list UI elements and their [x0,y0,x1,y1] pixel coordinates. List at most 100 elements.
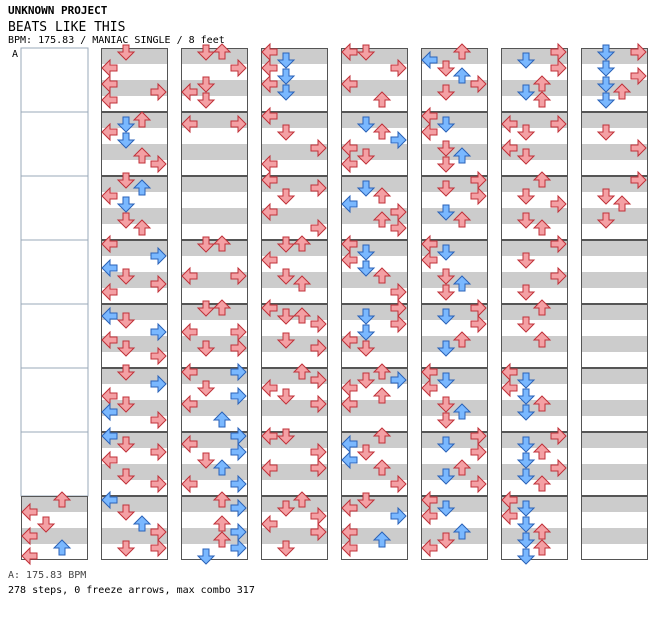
arrow-down [276,84,296,101]
arrow-up [212,43,232,60]
arrow-left [341,194,358,214]
beat-band [181,256,248,272]
beat-band [181,352,248,368]
arrow-right [390,282,407,302]
measure-frame [341,240,408,304]
beat-band [341,400,408,416]
arrow-right [390,298,407,318]
beat-band [581,464,648,480]
arrow-up [372,531,392,548]
arrow-down [356,260,376,277]
measure-frame [181,112,248,176]
arrow-down [516,188,536,205]
beat-band [341,464,408,480]
arrow-left [101,234,118,254]
arrow-down [436,60,456,77]
arrow-right [390,474,407,494]
arrow-left [261,378,278,398]
measure-frame [181,304,248,368]
beat-band [421,208,488,224]
beat-band [341,96,408,112]
arrow-right [630,170,647,190]
arrow-right [390,130,407,150]
measure-frame [181,240,248,304]
arrow-down [276,268,296,285]
arrow-left [261,298,278,318]
arrow-down [516,52,536,69]
beat-band [581,528,648,544]
arrow-down [516,436,536,453]
arrow-left [261,514,278,534]
beat-band [261,112,328,128]
arrow-up [532,395,552,412]
arrow-down [196,92,216,109]
arrow-up [292,275,312,292]
beat-band [501,80,568,96]
empty-measure [20,303,89,369]
arrow-up [212,515,232,532]
arrow-down [196,380,216,397]
arrow-right [150,274,167,294]
arrow-down [356,492,376,509]
arrow-up [132,179,152,196]
beat-band [581,256,648,272]
arrow-left [101,450,118,470]
arrow-up [292,491,312,508]
empty-measure [20,111,89,177]
arrow-up [612,83,632,100]
beat-band [581,416,648,432]
arrow-up [532,219,552,236]
measure-frame [421,432,488,496]
beat-band [261,544,328,560]
beat-band [341,528,408,544]
measure-frame [501,496,568,560]
arrow-down [276,68,296,85]
arrow-up [132,111,152,128]
arrow-up [372,123,392,140]
arrow-up [372,91,392,108]
arrow-up [452,523,472,540]
arrow-right [390,202,407,222]
beat-band [341,192,408,208]
arrow-left [181,394,198,414]
arrow-left [261,74,278,94]
arrow-left [341,538,358,558]
arrow-up [452,211,472,228]
arrow-right [230,426,247,446]
arrow-left [101,490,118,510]
arrow-down [356,180,376,197]
arrow-left [101,74,118,94]
arrow-right [390,314,407,334]
beat-band [581,288,648,304]
beat-band [421,336,488,352]
beat-band [581,240,648,256]
project-name: UNKNOWN PROJECT [8,4,108,17]
arrow-right [550,42,567,62]
beat-band [261,256,328,272]
measure-frame [341,432,408,496]
measure-frame [421,176,488,240]
arrow-down [516,388,536,405]
arrow-left [101,306,118,326]
beat-band [581,272,648,288]
arrow-up [132,219,152,236]
arrow-right [550,458,567,478]
beat-band [581,544,648,560]
beat-band [501,160,568,176]
arrow-down [116,436,136,453]
arrow-left [341,378,358,398]
beat-band [581,448,648,464]
measure-frame [581,368,648,432]
arrow-up [372,363,392,380]
beat-band [181,128,248,144]
beat-band [421,96,488,112]
measure-frame [421,48,488,112]
measure-frame [101,368,168,432]
arrow-up [212,491,232,508]
arrow-down [276,332,296,349]
arrow-right [390,218,407,238]
beat-band [261,208,328,224]
arrow-down [356,116,376,133]
arrow-down [116,116,136,133]
arrow-up [532,539,552,556]
